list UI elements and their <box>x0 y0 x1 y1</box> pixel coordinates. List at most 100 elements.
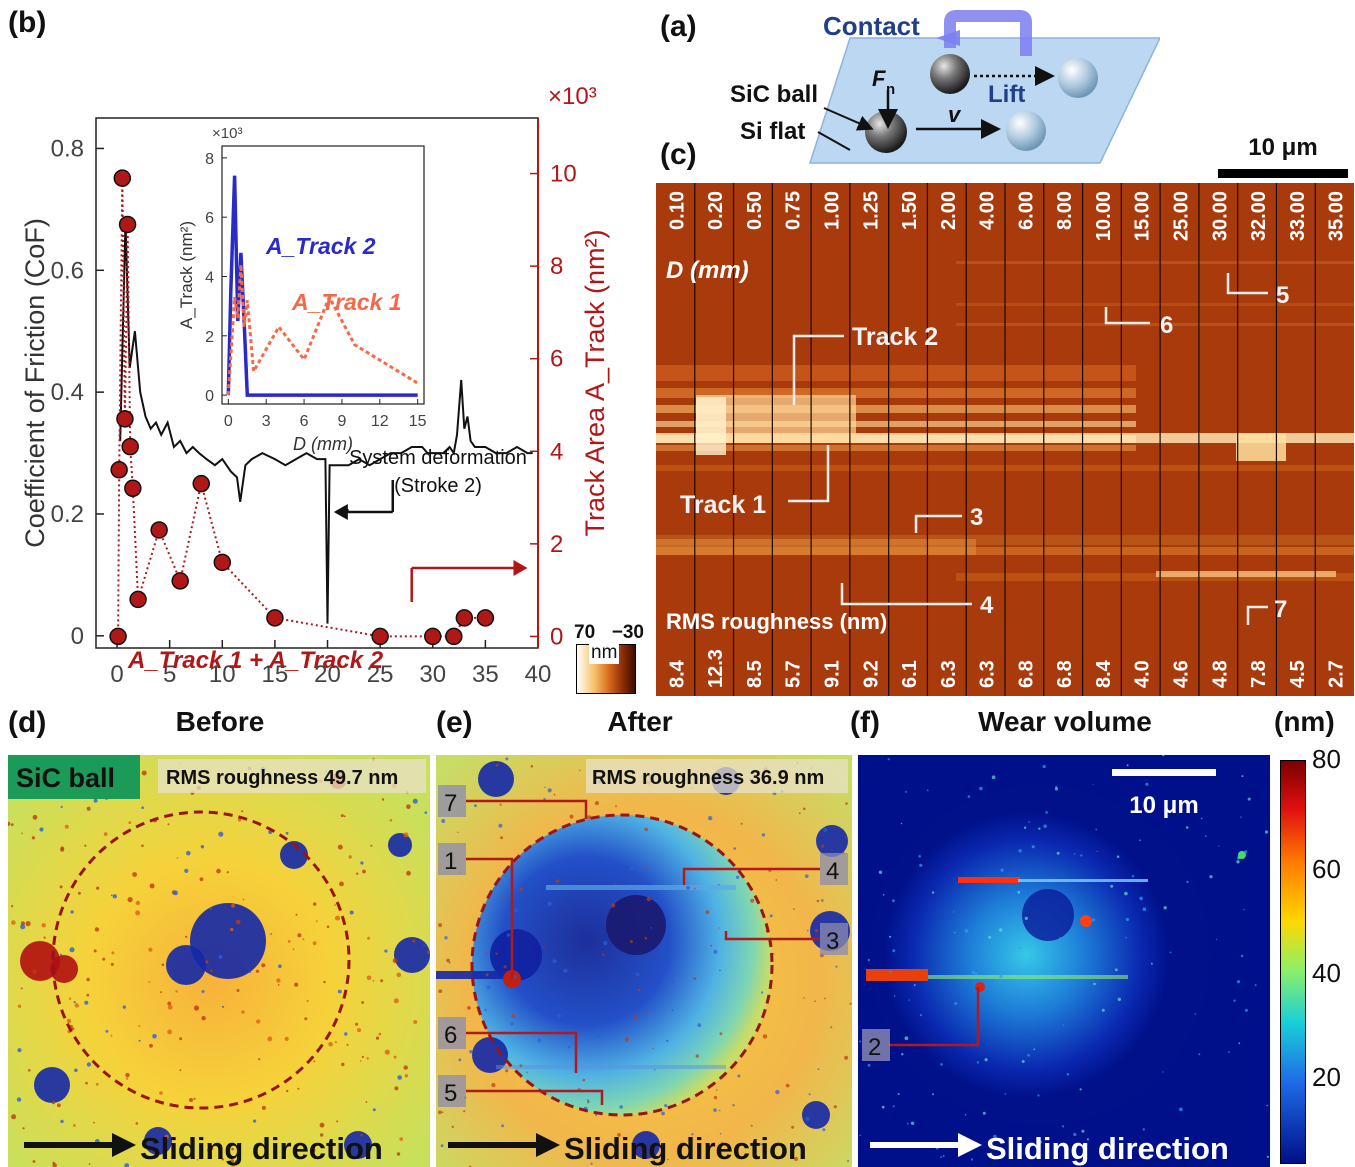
speckle <box>193 1097 196 1100</box>
speckle <box>485 952 488 955</box>
track2-label: Track 2 <box>852 323 938 351</box>
speckle <box>1142 907 1147 911</box>
speckle <box>315 920 318 923</box>
speckle <box>1004 946 1006 949</box>
speckle <box>463 1110 466 1113</box>
speckle <box>769 914 773 918</box>
speckle <box>904 1036 909 1041</box>
inset-multiplier: ×10³ <box>212 125 242 142</box>
speckle <box>486 985 491 990</box>
speckle <box>615 805 617 808</box>
speckle <box>111 951 115 955</box>
speckle <box>1240 954 1244 958</box>
speckle <box>294 982 299 987</box>
speckle <box>823 827 828 832</box>
speckle <box>555 879 560 883</box>
d-axis-label: D (mm) <box>666 257 749 284</box>
speckle <box>733 847 736 850</box>
surface-pit <box>802 1101 830 1129</box>
surface-pit <box>34 1067 70 1103</box>
strip-distance-label: 10.00 <box>1093 191 1115 241</box>
speckle <box>803 807 806 811</box>
speckle <box>295 913 298 916</box>
si-flat-plate <box>808 37 1160 164</box>
speckle <box>323 980 326 984</box>
speckle <box>637 988 641 992</box>
speckle <box>173 890 179 896</box>
x-tick-label: 0 <box>110 661 123 688</box>
speckle <box>201 1016 206 1021</box>
speckle <box>399 1137 404 1141</box>
speckle <box>335 1041 337 1044</box>
speckle <box>320 1133 324 1137</box>
speckle <box>1093 982 1096 986</box>
speckle <box>602 953 605 956</box>
speckle <box>974 972 978 976</box>
speckle <box>218 955 223 959</box>
speckle <box>207 1148 211 1152</box>
right-axis-label: Track Area A_Track (nm²) <box>580 229 610 536</box>
speckle <box>964 929 969 933</box>
speckle <box>216 868 221 874</box>
surface-pit <box>472 1037 508 1073</box>
speckle <box>451 1125 454 1128</box>
speckle <box>69 947 75 953</box>
surface-pit <box>490 929 542 981</box>
track-area-point <box>192 474 210 493</box>
speckle <box>60 805 63 808</box>
speckle <box>821 844 824 848</box>
speckle <box>125 1077 129 1080</box>
track-area-point <box>445 627 463 646</box>
sic-ball-before-map: SiC ball RMS roughness 49.7 nm Sliding d… <box>8 755 430 1167</box>
speckle <box>1023 826 1027 829</box>
friction-chart: 0 5 10 15 20 25 30 35 4000.20.40.60.80246810×10³… <box>20 83 610 688</box>
strip-distance-label: 35.00 <box>1326 191 1348 241</box>
speckle <box>20 987 23 990</box>
speckle <box>343 815 346 818</box>
speckle <box>234 1159 239 1164</box>
speckle <box>344 1032 348 1036</box>
speckle <box>25 921 31 927</box>
speckle <box>406 870 411 876</box>
speckle <box>31 836 35 840</box>
speckle <box>964 1114 967 1116</box>
speckle <box>231 903 235 908</box>
speckle <box>1218 845 1220 847</box>
speckle <box>138 1039 141 1042</box>
speckle <box>135 1122 139 1125</box>
speckle <box>11 1114 17 1120</box>
speckle <box>326 925 330 929</box>
speckle <box>66 1018 72 1024</box>
speckle <box>999 928 1003 932</box>
speckle <box>619 1105 623 1109</box>
speckle <box>1091 918 1096 922</box>
speckle <box>833 1105 837 1109</box>
speckle <box>553 793 556 796</box>
system-deformation-label: System deformation <box>349 447 527 469</box>
speckle <box>500 894 503 897</box>
x-tick-label: 40 <box>525 661 552 688</box>
speckle <box>645 1011 648 1015</box>
speckle <box>760 1143 763 1146</box>
panel-label-f: (f) <box>850 706 880 739</box>
speckle <box>70 910 74 914</box>
speckle <box>361 1001 364 1004</box>
speckle <box>285 831 289 835</box>
f-scale-bar-label: 10 μm <box>1129 792 1198 819</box>
surface-pit <box>388 833 412 857</box>
wear-colorbar <box>1280 760 1306 1164</box>
speckle <box>695 1054 699 1058</box>
wear-streak <box>928 975 1128 979</box>
marker-7: 7 <box>1274 596 1287 623</box>
speckle <box>967 795 971 798</box>
speckle <box>1240 816 1242 818</box>
strip-distance-label: 2.00 <box>938 191 960 230</box>
strip-rms-label: 6.8 <box>1015 660 1037 688</box>
speckle <box>357 1028 361 1033</box>
inset-x-tick-label: 15 <box>409 413 427 430</box>
speckle <box>954 1002 958 1005</box>
speckle <box>505 757 509 761</box>
sic-ball-tag-bg <box>8 755 140 799</box>
speckle <box>667 1158 669 1161</box>
wear-region <box>870 785 1210 1125</box>
